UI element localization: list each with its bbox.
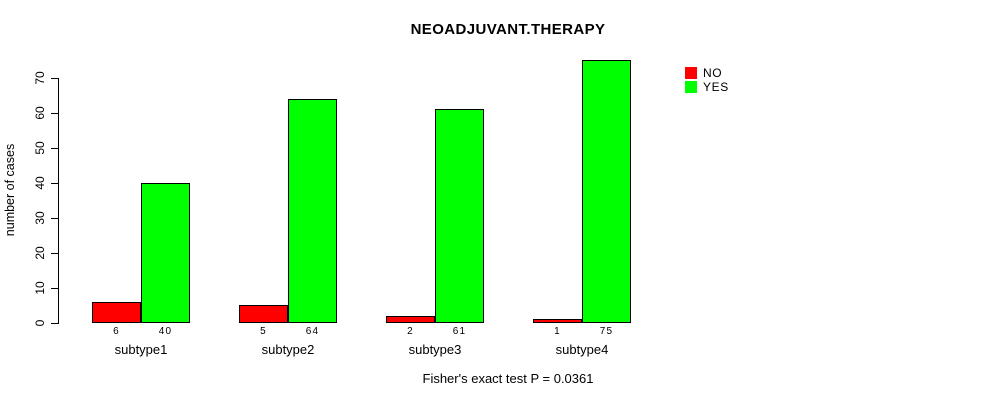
bar-no-subtype2 (239, 305, 288, 323)
y-axis-line (58, 78, 59, 324)
bar-value-label: 5 (260, 326, 267, 337)
legend-swatch-yes (685, 81, 697, 93)
y-axis-tick-label: 70 (33, 71, 47, 85)
bar-no-subtype4 (533, 319, 582, 323)
bar-value-label: 75 (599, 326, 614, 337)
y-axis-tick (51, 253, 58, 254)
legend-label: NO (703, 66, 723, 80)
y-axis-tick-label: 40 (33, 176, 47, 190)
y-axis-tick-label: 20 (33, 246, 47, 260)
bar-yes-subtype1 (141, 183, 190, 323)
bar-yes-subtype3 (435, 109, 484, 323)
bar-no-subtype3 (386, 316, 435, 323)
bar-value-label: 2 (407, 326, 414, 337)
y-axis-tick (51, 323, 58, 324)
legend-swatch-no (685, 67, 697, 79)
y-axis-tick (51, 78, 58, 79)
bar-value-label: 64 (305, 326, 320, 337)
y-axis-tick-label: 0 (33, 319, 47, 327)
bar-yes-subtype2 (288, 99, 337, 323)
x-category-label: subtype2 (261, 342, 315, 357)
y-axis-tick (51, 148, 58, 149)
x-category-label: subtype4 (555, 342, 609, 357)
y-axis-tick-label: 50 (33, 141, 47, 155)
y-axis-tick (51, 288, 58, 289)
bar-value-label: 40 (158, 326, 173, 337)
y-axis-tick-label: 60 (33, 106, 47, 120)
chart-title: NEOADJUVANT.THERAPY (410, 21, 606, 38)
bar-value-label: 6 (113, 326, 120, 337)
x-category-label: subtype1 (114, 342, 168, 357)
legend-row-yes: YES (685, 80, 729, 94)
y-axis-tick (51, 113, 58, 114)
legend-row-no: NO (685, 66, 729, 80)
y-axis-tick-label: 30 (33, 211, 47, 225)
bar-yes-subtype4 (582, 60, 631, 323)
y-axis-tick (51, 183, 58, 184)
legend-label: YES (703, 80, 729, 94)
legend: NO YES (685, 66, 729, 94)
y-axis-tick-label: 10 (33, 281, 47, 295)
bar-value-label: 61 (452, 326, 467, 337)
y-axis-tick (51, 218, 58, 219)
bar-no-subtype1 (92, 302, 141, 323)
y-axis-label-text: number of cases (3, 143, 17, 237)
x-category-label: subtype3 (408, 342, 462, 357)
footnote-text: Fisher's exact test P = 0.0361 (422, 371, 594, 386)
bar-value-label: 1 (554, 326, 561, 337)
